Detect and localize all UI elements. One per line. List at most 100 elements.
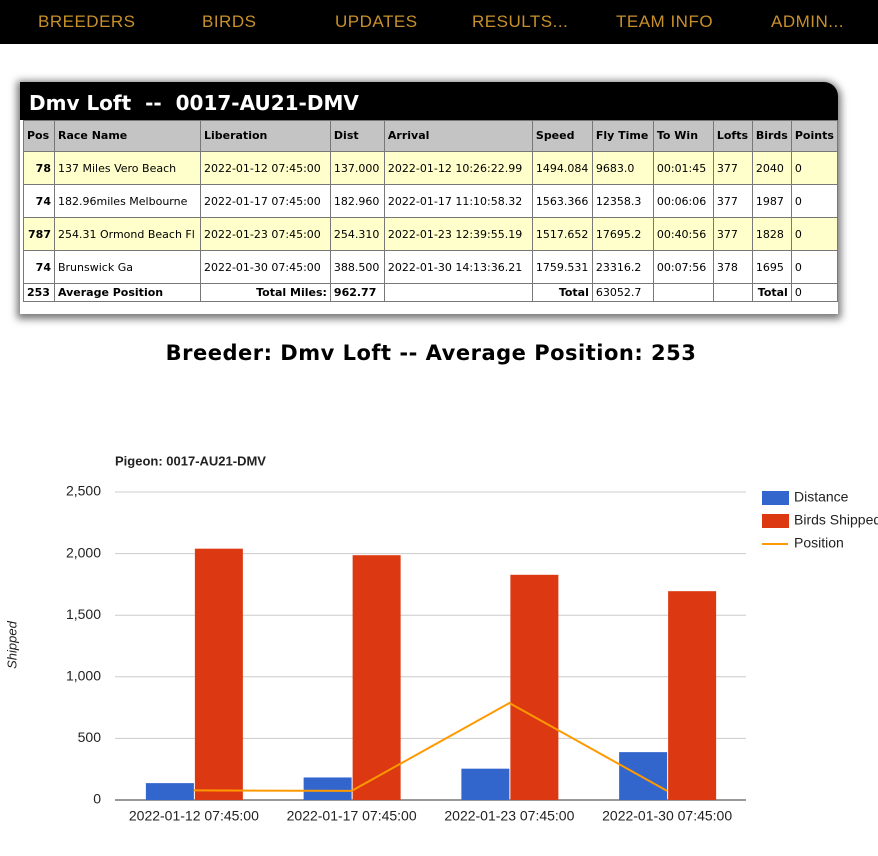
cell: 2022-01-17 11:10:58.32 [383,184,533,218]
heading: Breeder: Dmv Loft -- Average Position: 2… [165,341,697,365]
y-tick-label: 1,500 [66,606,101,622]
cell: 137 Miles Vero Beach [53,151,201,185]
cell: 1828 [751,217,792,251]
cell: 787 [23,217,55,251]
x-tick-label: 2022-01-17 07:45:00 [287,808,417,824]
column-header: Lofts [712,120,753,152]
cell: 00:01:45 [652,151,714,185]
line [193,701,668,792]
legend-label: Position [794,535,844,551]
column-header: Dist [329,120,385,152]
cell: 0 [790,151,839,185]
cell: 1563.366 [531,184,593,218]
cell: 2022-01-30 14:13:36.21 [383,250,533,284]
cell: 2022-01-30 07:45:00 [199,250,331,284]
results-panel: Dmv Loft -- 0017-AU21-DMV Pos Race Name Li… [20,82,839,314]
cell: 0 [790,250,839,284]
cell: 377 [712,184,753,218]
column-header: Liberation [199,120,331,152]
bar [510,574,559,800]
nav-item[interactable]: UPDATES [335,12,418,31]
y-tick-label: 1,000 [66,668,101,684]
nav-item[interactable]: TEAM INFO [616,12,714,31]
cell: Total [751,283,792,302]
cell: 12358.3 [591,184,654,218]
y-tick-label: 500 [78,729,102,745]
nav-item[interactable]: ADMIN... [771,12,844,31]
cell [712,283,753,302]
cell: 1987 [751,184,792,218]
cell: 74 [23,184,55,218]
column-header: Pos [23,120,55,152]
nav-item[interactable]: BREEDERS [38,12,136,31]
nav-bar: BREEDERS BIRDS UPDATES RESULTS... TEAM INFO A… [0,0,878,44]
panel-title: Dmv Loft -- 0017-AU21-DMV [20,82,838,120]
table-row: 787 254.31 Ormond Beach Fl 2022-01-23 07:4… [23,217,839,251]
y-tick-label: 0 [93,791,101,807]
cell: Total [531,283,593,302]
column-header: Race Name [53,120,201,152]
column-header: Arrival [383,120,533,152]
y-tick-label: 2,000 [66,544,101,560]
cell: 962.77 [329,283,385,302]
chart-title: Pigeon: 0017-AU21-DMV [115,453,266,468]
results-table: Pos Race Name Liberation Dist Arrival Speed Fl… [23,120,839,302]
y-tick-label: 2,500 [66,483,101,499]
cell: 63052.7 [591,283,654,302]
bar [619,752,668,800]
cell: 378 [712,250,753,284]
cell: 2022-01-17 07:45:00 [199,184,331,218]
cell [652,283,714,302]
column-header: Fly Time [591,120,654,152]
cell: 253 [23,283,55,302]
table-row: 74 Brunswick Ga 2022-01-30 07:45:00 388.500… [23,250,839,284]
column-header: Points [790,120,839,152]
cell: 0 [790,283,839,302]
cell: 182.960 [329,184,385,218]
cell: 388.500 [329,250,385,284]
cell: 00:40:56 [652,217,714,251]
cell: 2040 [751,151,792,185]
legend-swatch [762,514,789,528]
cell: 1494.084 [531,151,593,185]
cell: 2022-01-12 07:45:00 [199,151,331,185]
nav-item[interactable]: BIRDS [202,12,257,31]
cell: Brunswick Ga [53,250,201,284]
y-axis-label: Shipped [4,620,19,668]
cell: 0 [790,217,839,251]
column-header: Birds [751,120,792,152]
bar [303,777,352,800]
bar [194,548,243,800]
column-header: To Win [652,120,714,152]
cell: 00:07:56 [652,250,714,284]
cell: Average Position [53,283,201,302]
x-tick-label: 2022-01-12 07:45:00 [129,808,259,824]
header-row: Pos Race Name Liberation Dist Arrival Speed Fl… [23,120,839,152]
cell: 74 [23,250,55,284]
cell: 23316.2 [591,250,654,284]
nav-item[interactable]: RESULTS... [472,12,569,31]
cell: 1517.652 [531,217,593,251]
bar [352,555,401,800]
cell: 2022-01-12 10:26:22.99 [383,151,533,185]
chart: Pigeon: 0017-AU21-DMV Shipped 0 500 1,000 1… [4,453,878,824]
cell: 377 [712,217,753,251]
table-row: 74 182.96miles Melbourne 2022-01-17 07:45:… [23,184,839,218]
legend-label: Birds Shipped [794,512,878,528]
cell: 2022-01-23 12:39:55.19 [383,217,533,251]
bar [461,768,510,800]
column-header: Speed [531,120,593,152]
cell: 17695.2 [591,217,654,251]
x-tick-label: 2022-01-23 07:45:00 [444,808,574,824]
x-tick-label: 2022-01-30 07:45:00 [602,808,732,824]
cell: 137.000 [329,151,385,185]
cell: 254.31 Ormond Beach Fl [53,217,201,251]
cell: 78 [23,151,55,185]
bar [145,783,194,800]
cell: 182.96miles Melbourne [53,184,201,218]
cell: 9683.0 [591,151,654,185]
cell: Total Miles: [199,283,331,302]
cell [383,283,533,302]
cell: 2022-01-23 07:45:00 [199,217,331,251]
cell: 0 [790,184,839,218]
